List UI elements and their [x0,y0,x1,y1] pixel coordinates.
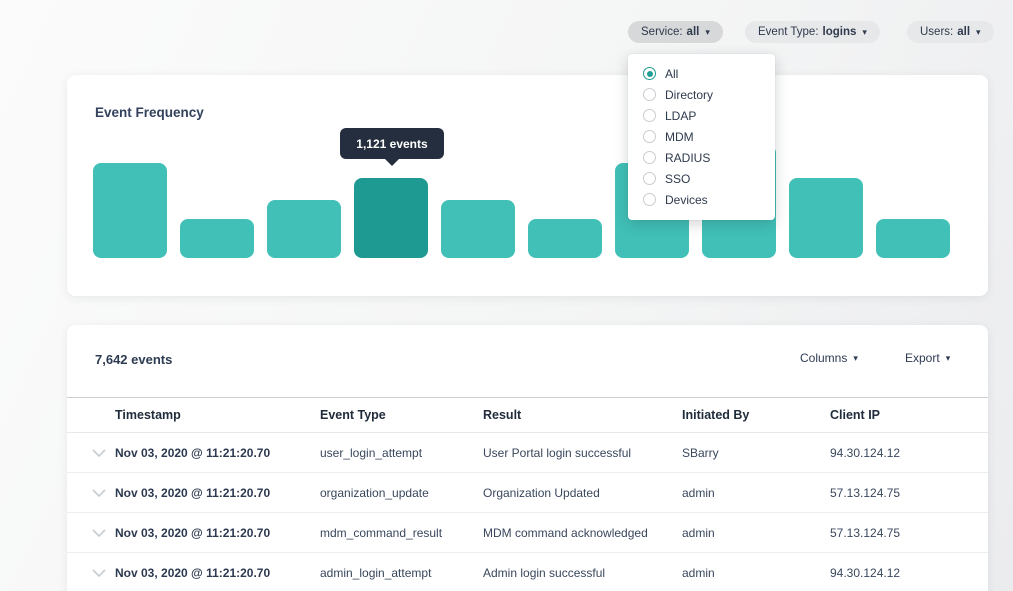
chevron-down-icon: ▾ [976,26,981,37]
chart-bar[interactable] [441,200,515,258]
cell-client-ip: 57.13.124.75 [830,525,901,540]
cell-timestamp: Nov 03, 2020 @ 11:21:20.70 [115,566,271,580]
chevron-down-icon [92,528,106,537]
cell-timestamp: Nov 03, 2020 @ 11:21:20.70 [115,445,271,460]
chart-bar[interactable] [180,219,254,258]
table-row[interactable]: Nov 03, 2020 @ 11:21:20.70 admin_login_a… [67,553,988,591]
chart-bar[interactable] [876,219,950,258]
event-type-filter-value: logins [822,26,857,38]
chevron-down-icon: ▾ [862,26,867,37]
chart-bar[interactable] [354,178,428,258]
export-button-label: Export [905,351,940,365]
table-row[interactable]: Nov 03, 2020 @ 11:21:20.70 organization_… [67,473,988,513]
chart-bar[interactable] [267,200,341,258]
column-header-timestamp: Timestamp [115,408,181,422]
dropdown-option-sso[interactable]: SSO [628,168,775,189]
columns-button-label: Columns [800,351,848,365]
chart-bar[interactable] [93,163,167,258]
cell-result: Organization Updated [483,485,600,500]
cell-client-ip: 94.30.124.12 [830,445,901,460]
column-header-initiated-by: Initiated By [682,408,750,422]
chart-bar[interactable] [528,219,602,258]
cell-result: MDM command acknowledged [483,525,648,540]
column-header-client-ip: Client IP [830,408,881,422]
dropdown-option-label: SSO [665,171,691,186]
cell-event-type: admin_login_attempt [320,566,432,580]
radio-icon [643,109,656,122]
radio-icon [643,130,656,143]
chevron-down-icon: ▾ [705,26,710,37]
row-expand-button[interactable] [83,569,115,578]
radio-icon [643,88,656,101]
dropdown-option-label: Directory [665,87,714,102]
row-expand-button[interactable] [83,448,115,457]
row-expand-button[interactable] [83,488,115,497]
radio-icon [643,151,656,164]
events-table-card: 7,642 events Columns ▾ Export ▾ Timestam… [67,325,988,591]
cell-event-type: user_login_attempt [320,445,423,460]
cell-initiated-by: admin [682,485,715,500]
service-dropdown-menu: All Directory LDAP MDM RADIUS SSO Device… [628,54,775,220]
chevron-down-icon [92,448,106,457]
service-filter-value: all [686,26,700,38]
cell-client-ip: 57.13.124.75 [830,485,901,500]
table-header-row: Timestamp Event Type Result Initiated By… [67,397,988,433]
chevron-down-icon: ▾ [945,352,951,363]
chart-tooltip: 1,121 events [340,128,444,166]
dropdown-option-directory[interactable]: Directory [628,84,775,105]
table-row[interactable]: Nov 03, 2020 @ 11:21:20.70 mdm_command_r… [67,513,988,553]
event-frequency-card: Event Frequency 1,121 events [67,75,988,296]
radio-selected-icon [643,67,656,80]
users-filter-button[interactable]: Users: all ▾ [907,21,994,43]
dropdown-option-mdm[interactable]: MDM [628,126,775,147]
table-row[interactable]: Nov 03, 2020 @ 11:21:20.70 user_login_at… [67,433,988,473]
cell-event-type: mdm_command_result [320,525,443,540]
column-header-event-type: Event Type [320,408,386,422]
event-type-filter-label: Event Type: [758,26,819,38]
chevron-down-icon: ▾ [853,352,858,363]
table-body: Nov 03, 2020 @ 11:21:20.70 user_login_at… [67,433,988,591]
radio-icon [643,172,656,185]
chevron-down-icon [92,488,106,497]
cell-result: Admin login successful [483,566,606,580]
users-filter-label: Users: [920,26,954,38]
service-filter-label: Service: [641,26,683,38]
dropdown-option-label: RADIUS [665,150,711,165]
cell-result: User Portal login successful [483,445,632,460]
cell-timestamp: Nov 03, 2020 @ 11:21:20.70 [115,525,271,540]
export-button[interactable]: Export ▾ [905,351,950,365]
chart-bars [93,145,950,258]
cell-timestamp: Nov 03, 2020 @ 11:21:20.70 [115,485,271,500]
column-header-result: Result [483,408,522,422]
columns-button[interactable]: Columns ▾ [800,351,858,365]
users-filter-value: all [957,26,971,38]
dropdown-option-label: LDAP [665,108,697,123]
event-type-filter-button[interactable]: Event Type: logins ▾ [745,21,880,43]
dropdown-option-all[interactable]: All [628,63,775,84]
cell-client-ip: 94.30.124.12 [830,566,901,580]
dropdown-option-label: MDM [665,129,694,144]
dropdown-option-ldap[interactable]: LDAP [628,105,775,126]
cell-initiated-by: admin [682,525,715,540]
service-filter-button[interactable]: Service: all ▾ [628,21,723,43]
chevron-down-icon [92,569,106,578]
cell-initiated-by: SBarry [682,445,719,460]
cell-initiated-by: admin [682,566,715,580]
dropdown-option-devices[interactable]: Devices [628,189,775,210]
chart-title: Event Frequency [95,105,204,120]
cell-event-type: organization_update [320,485,429,500]
dropdown-option-radius[interactable]: RADIUS [628,147,775,168]
row-expand-button[interactable] [83,528,115,537]
chart-bar[interactable] [789,178,863,258]
dropdown-option-label: All [665,66,679,81]
events-count: 7,642 events [95,352,173,367]
radio-icon [643,193,656,206]
dropdown-option-label: Devices [665,192,708,207]
